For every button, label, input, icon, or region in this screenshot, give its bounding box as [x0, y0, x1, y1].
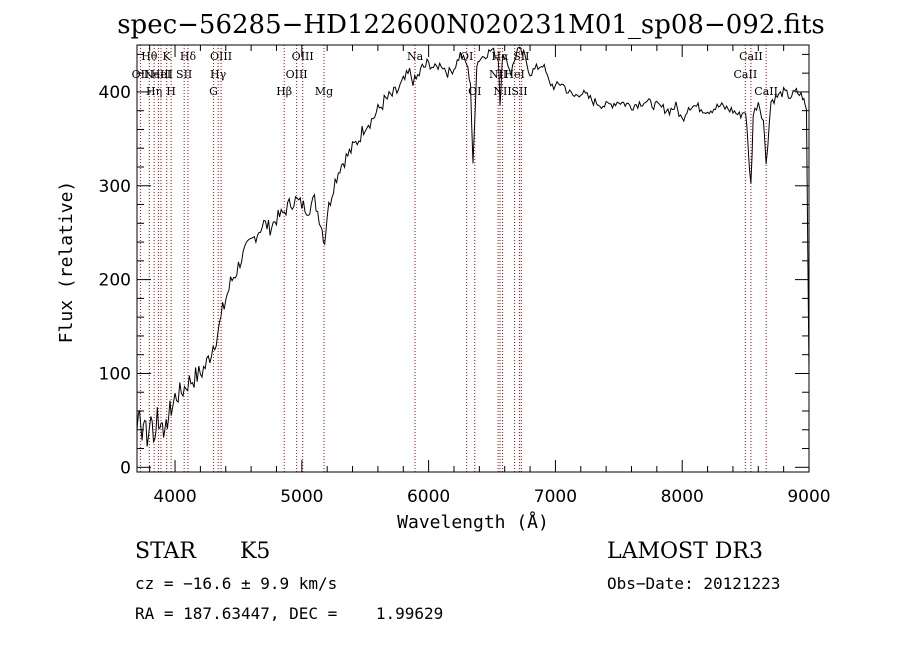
obs-date-text: Obs−Date: 20121223: [607, 574, 781, 593]
line-label-15: Mg: [315, 85, 333, 98]
spectral-line-markers: [139, 45, 767, 472]
line-label-3: NeIII: [144, 68, 173, 81]
line-label-22: HeI: [504, 68, 524, 81]
line-label-8: Hδ: [180, 50, 197, 63]
y-axis-label: Flux (relative): [56, 181, 77, 344]
line-label-11: OIII: [210, 50, 232, 63]
survey-label: LAMOST DR3: [607, 539, 763, 564]
y-tick-label-2: 200: [99, 271, 131, 291]
line-label-0: OII: [132, 68, 150, 81]
y-tick-label-4: 400: [99, 83, 131, 103]
line-label-23: SII: [511, 85, 527, 98]
axis-ticks: 4000 5000 6000 7000 8000 9000 0 100 200 300 400: [99, 45, 831, 507]
line-label-13: OIII: [286, 68, 308, 81]
y-tick-label-1: 100: [99, 364, 131, 384]
x-axis-label: Wavelength (Å): [397, 511, 549, 533]
spectrum-line: [136, 46, 810, 447]
line-label-4: HeI: [151, 68, 171, 81]
line-label-24: SII: [513, 50, 529, 63]
chart-title: spec−56285−HD122600N020231M01_sp08−092.f…: [117, 10, 825, 40]
line-label-20: Hα: [491, 50, 509, 63]
line-label-7: SII: [176, 68, 192, 81]
x-tick-label-1: 5000: [280, 487, 323, 507]
y-tick-label-3: 300: [99, 177, 131, 197]
spectral-line-labels: OIIHθHηNeIIIHeIKHSIIHδGHγOIIIHβOIIIOIIIM…: [132, 50, 778, 98]
x-tick-label-4: 8000: [661, 487, 704, 507]
line-label-18: OI: [468, 85, 481, 98]
line-label-27: CaII: [754, 85, 778, 98]
x-tick-label-2: 6000: [407, 487, 450, 507]
line-label-9: G: [209, 85, 218, 98]
line-label-14: OIII: [292, 50, 314, 63]
ra-dec-text: RA = 187.63447, DEC = 1.99629: [135, 604, 444, 623]
line-label-26: CaII: [739, 50, 763, 63]
line-label-19: NII: [489, 68, 507, 81]
line-label-10: Hγ: [210, 68, 227, 81]
x-tick-label-5: 9000: [787, 487, 830, 507]
x-tick-label-3: 7000: [534, 487, 577, 507]
object-class: STAR: [135, 539, 196, 564]
plot-frame: [136, 44, 810, 473]
line-label-2: Hη: [146, 85, 162, 98]
line-label-6: H: [166, 85, 176, 98]
line-label-16: Na: [407, 50, 424, 63]
line-label-21: NII: [493, 85, 511, 98]
y-tick-label-0: 0: [120, 458, 131, 478]
line-label-25: CaII: [734, 68, 758, 81]
line-label-1: Hθ: [141, 50, 158, 63]
line-label-17: OI: [460, 50, 473, 63]
line-label-5: K: [163, 50, 172, 63]
line-label-12: Hβ: [276, 85, 292, 98]
redshift-text: cz = −16.6 ± 9.9 km/s: [135, 574, 338, 593]
x-tick-label-0: 4000: [153, 487, 196, 507]
object-subclass: K5: [240, 539, 271, 564]
